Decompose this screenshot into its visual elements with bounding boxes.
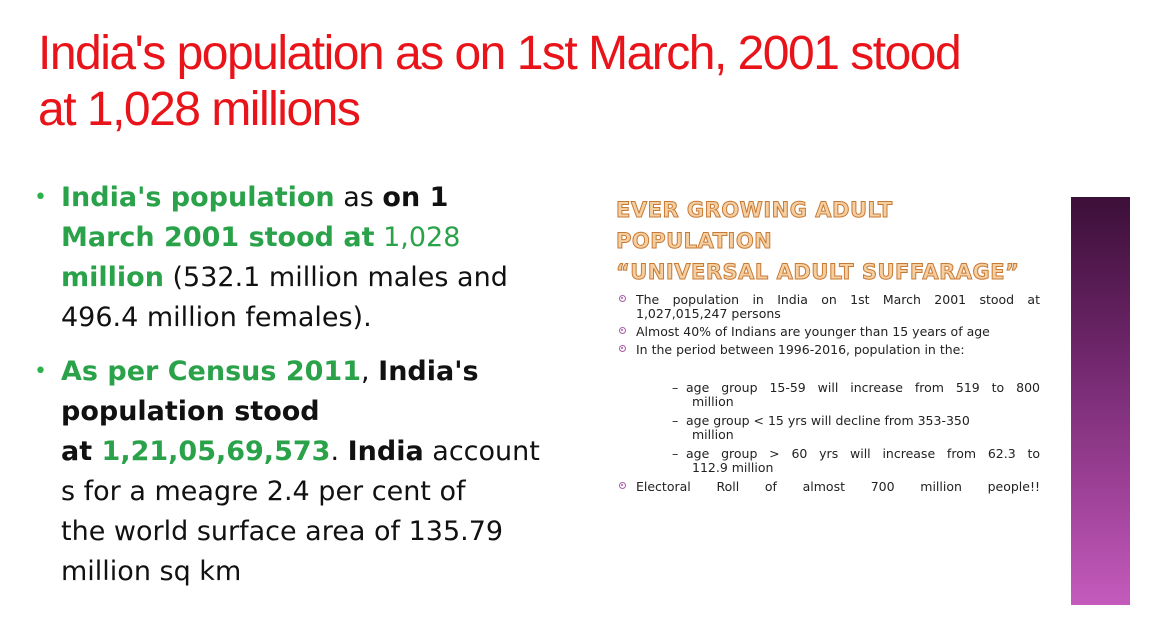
bullet-dot-icon: • xyxy=(34,359,47,384)
bullet-text-segment: on 1 xyxy=(382,182,449,213)
bullet-text-segment: million xyxy=(61,262,164,293)
circle-bullet-icon xyxy=(619,295,626,302)
inset-title-line-1: EVER GROWING ADULT xyxy=(616,198,893,223)
bullet-text-segment: India's population xyxy=(61,182,335,213)
circle-bullet-icon xyxy=(619,345,626,352)
inset-item: Almost 40% of Indians are younger than 1… xyxy=(618,325,1040,339)
bullet-text-segment: (532.1 million males and xyxy=(163,262,508,293)
bullet-text-segment: account xyxy=(423,436,540,467)
inset-item-text: 1,027,015,247 persons xyxy=(636,306,781,321)
inset-item-text: Almost 40% of Indians are younger than 1… xyxy=(636,324,990,339)
bullet-text-segment: s for a meagre 2.4 per cent of xyxy=(61,476,466,507)
inset-item: In the period between 1996-2016, populat… xyxy=(618,343,1040,475)
main-bullet-item: • As per Census 2011, India's population s… xyxy=(34,352,564,592)
inset-sub-item: age group < 15 yrs will decline from 353… xyxy=(672,414,1040,442)
bullet-line: India's population as on 1 xyxy=(61,178,564,218)
bullet-text-segment: March 2001 stood at xyxy=(61,222,375,253)
bullet-dot-icon: • xyxy=(34,185,47,210)
inset-title-line-3: “UNIVERSAL ADULT SUFFARAGE” xyxy=(616,260,1020,285)
bullet-text-segment: . xyxy=(330,436,348,467)
slide-title-line-2: at 1,028 millions xyxy=(38,83,361,136)
main-bullet-list: • India's population as on 1 March 2001 st… xyxy=(34,178,564,606)
decorative-gradient-bar xyxy=(1071,197,1130,605)
bullet-line: population stood xyxy=(61,392,564,432)
bullet-text-segment: India's xyxy=(378,356,479,387)
inset-title: EVER GROWING ADULT POPULATION “UNIVERSAL… xyxy=(616,195,1036,288)
inset-item: The population in India on 1st March 200… xyxy=(618,293,1040,321)
bullet-text-segment: India xyxy=(347,436,424,467)
bullet-text-segment: As per Census 2011 xyxy=(61,356,361,387)
bullet-text-segment: as xyxy=(334,182,383,213)
inset-sub-item: age group 15-59 will increase from 519 t… xyxy=(672,381,1040,409)
inset-sub-item-text: 112.9 million xyxy=(692,460,774,475)
main-bullet-item: • India's population as on 1 March 2001 st… xyxy=(34,178,564,338)
inset-item-text: In the period between 1996-2016, populat… xyxy=(636,342,965,357)
inset-sub-item-text: age group < 15 yrs will decline from 353… xyxy=(686,413,970,428)
bullet-line: million (532.1 million males and xyxy=(61,258,564,298)
inset-sub-item: age group > 60 yrs will increase from 62… xyxy=(672,447,1040,475)
circle-bullet-icon xyxy=(619,327,626,334)
bullet-text-segment: the world surface area of 135.79 xyxy=(61,516,504,547)
bullet-text-segment: 1,21,05,69,573 xyxy=(101,436,331,467)
bullet-text-segment: 496.4 million females). xyxy=(61,302,372,333)
inset-title-line-2: POPULATION xyxy=(616,229,773,254)
inset-sub-item-text: million xyxy=(692,394,734,409)
inset-bullet-list: The population in India on 1st March 200… xyxy=(618,293,1040,498)
inset-sub-item-text: age group > 60 yrs will increase from 62… xyxy=(686,446,1040,461)
slide-title: India's population as on 1st March, 2001… xyxy=(38,26,1148,138)
bullet-text-segment: 1,028 xyxy=(374,222,461,253)
bullet-line: March 2001 stood at 1,028 xyxy=(61,218,564,258)
bullet-text-segment: at xyxy=(61,436,102,467)
inset-sub-list: age group 15-59 will increase from 519 t… xyxy=(672,381,1040,475)
circle-bullet-icon xyxy=(619,482,626,489)
bullet-line: s for a meagre 2.4 per cent of xyxy=(61,472,564,512)
bullet-line: at 1,21,05,69,573. India account xyxy=(61,432,564,472)
inset-item: Electoral Roll of almost 700 million peo… xyxy=(618,480,1040,494)
bullet-line: million sq km xyxy=(61,552,564,592)
slide-title-line-1: India's population as on 1st March, 2001… xyxy=(38,27,962,80)
bullet-line: 496.4 million females). xyxy=(61,298,564,338)
inset-sub-item-text: age group 15-59 will increase from 519 t… xyxy=(686,380,1040,395)
bullet-line: As per Census 2011, India's xyxy=(61,352,564,392)
inset-sub-item-text: million xyxy=(692,427,734,442)
bullet-line: the world surface area of 135.79 xyxy=(61,512,564,552)
bullet-text-segment: million sq km xyxy=(61,556,242,587)
bullet-text-segment: population stood xyxy=(61,396,320,427)
inset-item-text: The population in India on 1st March 200… xyxy=(636,292,1040,307)
inset-item-text: Electoral Roll of almost 700 million peo… xyxy=(636,479,1040,494)
bullet-text-segment: , xyxy=(360,356,379,387)
